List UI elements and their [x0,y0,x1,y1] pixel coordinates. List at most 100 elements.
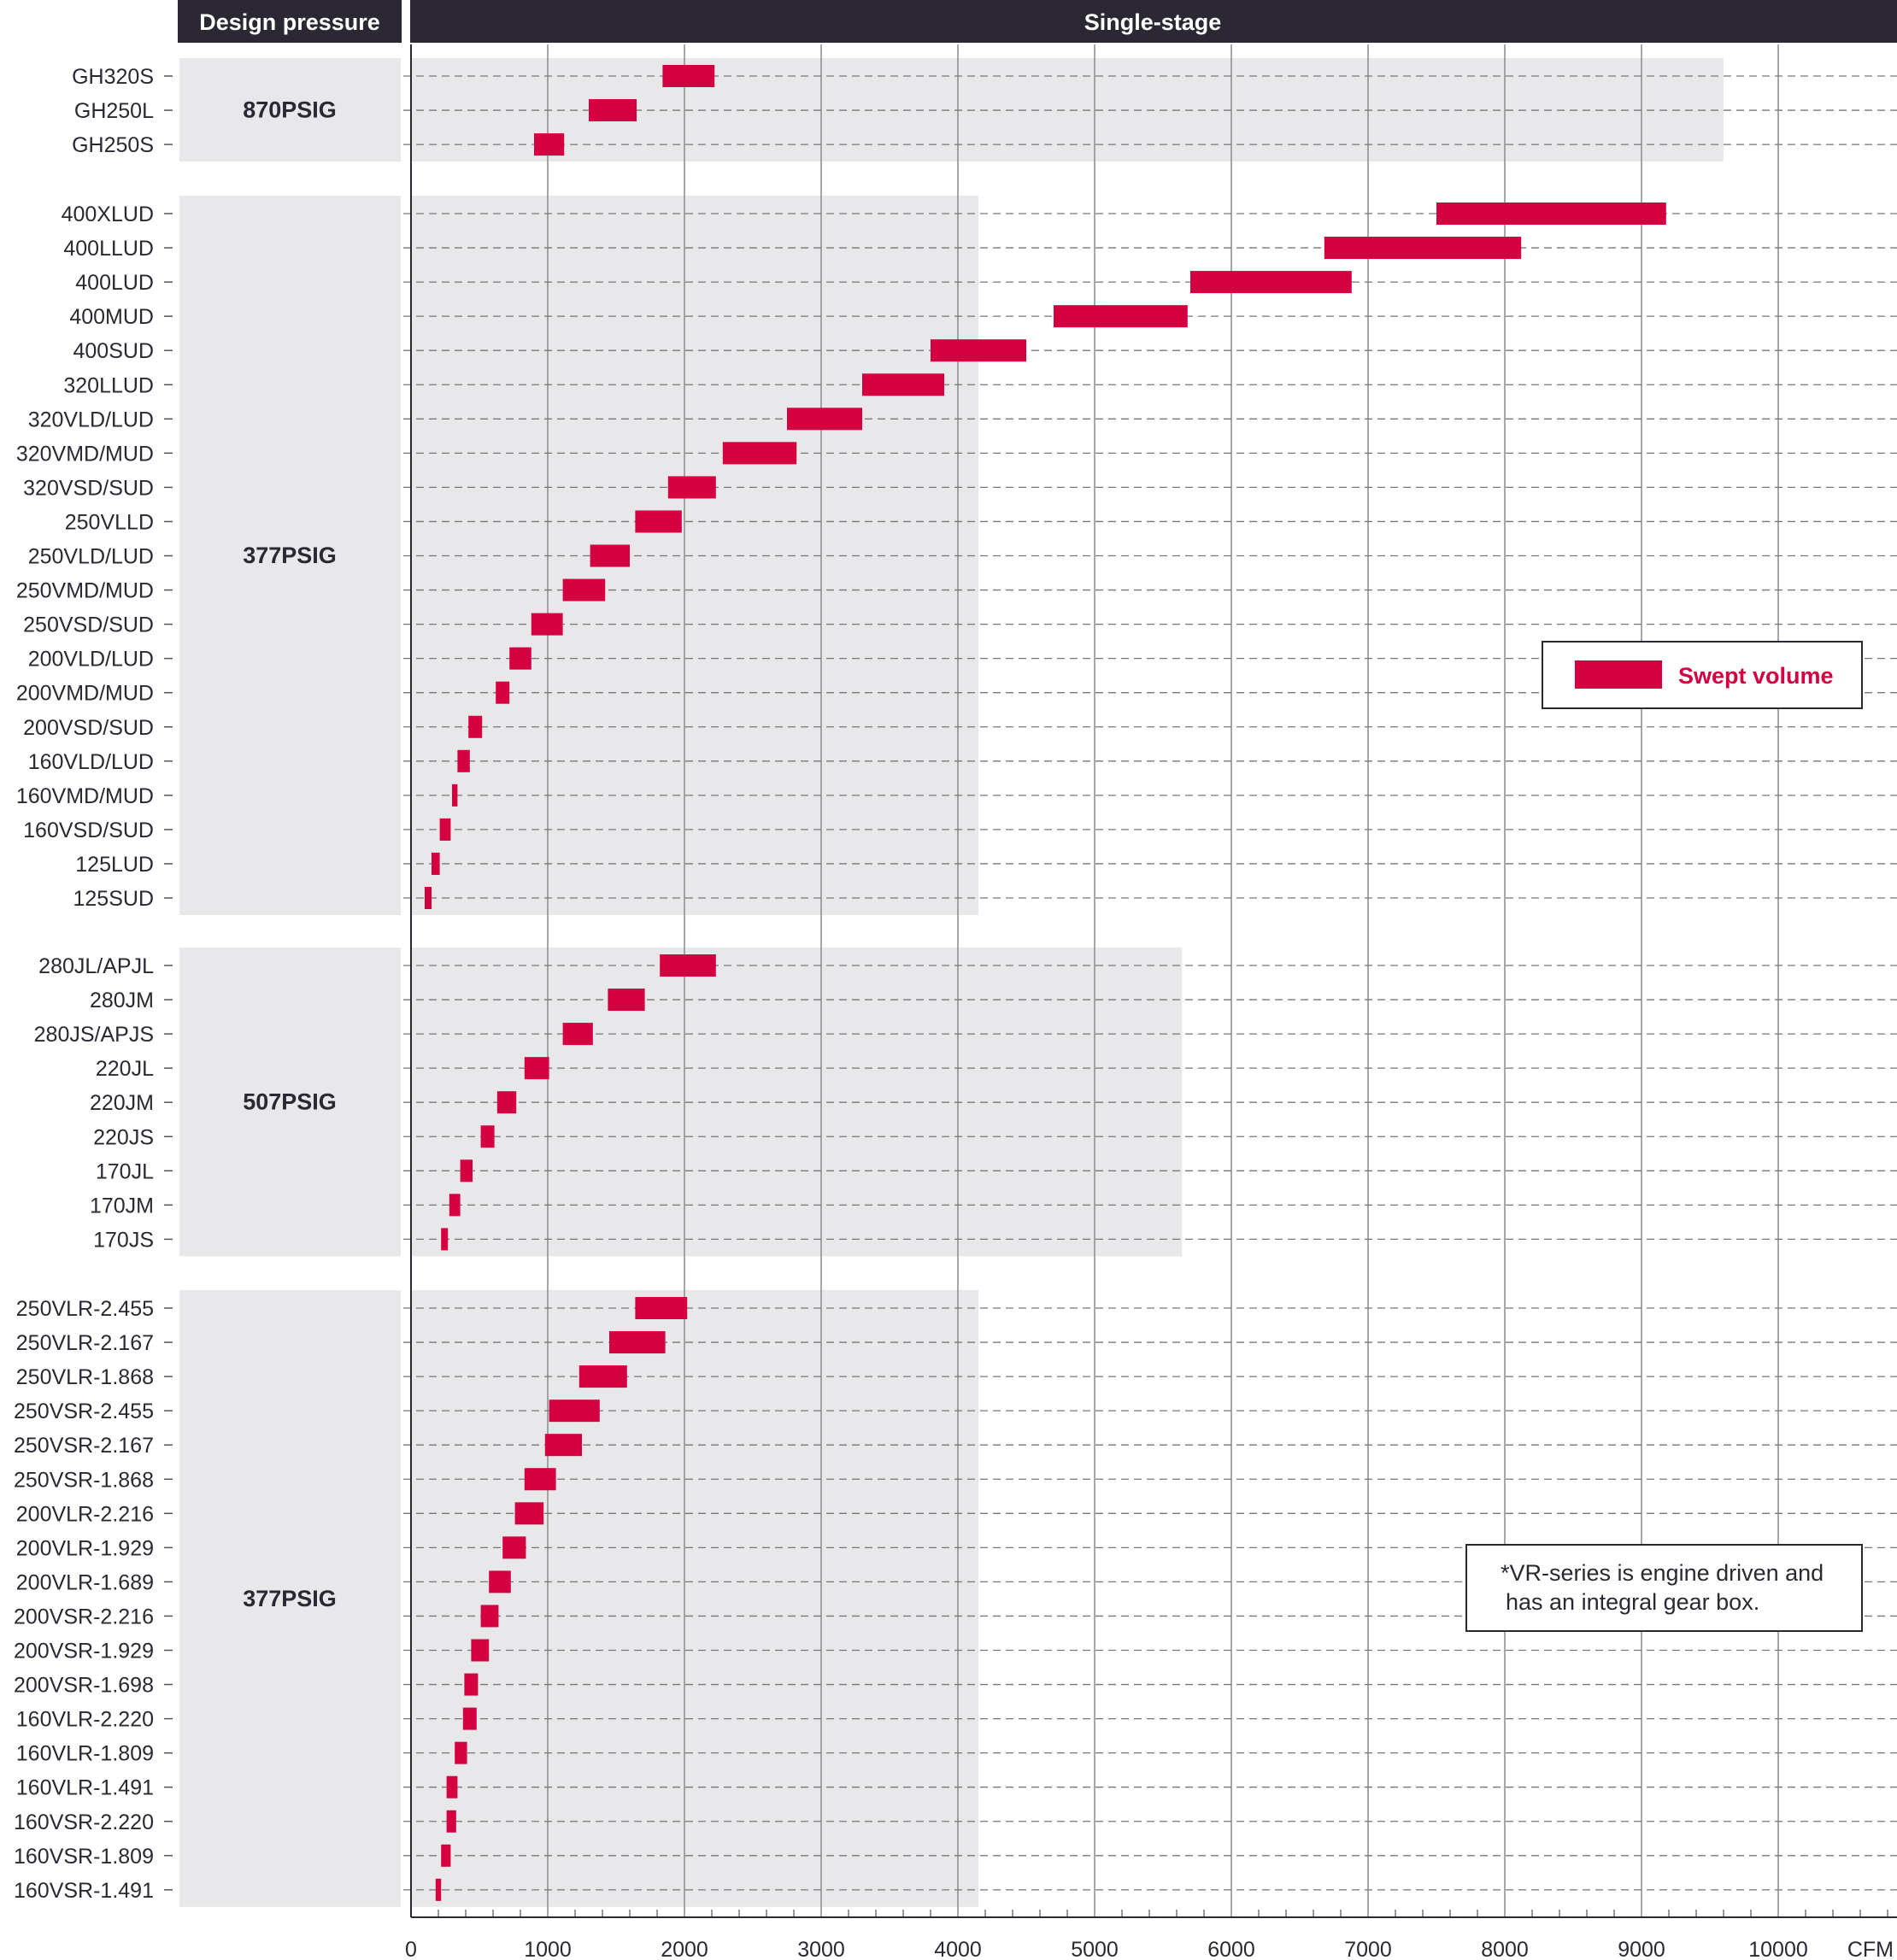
model-label: 160VSR-1.809 [14,1845,154,1869]
swept-volume-bar [457,749,470,772]
model-label: 280JM [90,989,154,1012]
header-left-title: Design pressure [199,9,380,35]
x-tick-label: 2000 [661,1938,708,1960]
model-label: 200VMD/MUD [16,682,154,706]
x-tick-label: 4000 [934,1938,982,1960]
swept-volume-bar [562,578,606,601]
model-label: 200VSR-2.216 [14,1605,154,1628]
swept-volume-bar [432,852,440,875]
model-label: 200VSR-1.698 [14,1674,154,1698]
swept-volume-bar [446,1810,456,1833]
note: *VR-series is engine driven and has an i… [1465,1544,1863,1632]
x-tick-label: 9000 [1618,1938,1665,1960]
pressure-band [179,196,401,915]
model-label: 160VLD/LUD [28,750,154,774]
model-label: 200VLD/LUD [28,648,154,672]
pressure-band [179,58,401,162]
model-label: 250VLR-2.167 [16,1331,154,1355]
swept-volume-bar [635,1297,688,1319]
swept-volume-bar [489,1570,511,1593]
note-line-2: has an integral gear box. [1506,1589,1759,1615]
swept-volume-bar [480,1125,495,1148]
model-label: 250VMD/MUD [16,579,154,603]
pressure-band [179,1290,401,1907]
row-guides [164,75,1897,1891]
model-label: 200VLR-2.216 [16,1502,154,1526]
swept-volume-bar [425,887,432,909]
x-tick-label: 0 [405,1938,417,1960]
model-label: 250VLR-2.455 [16,1297,154,1321]
model-label: 170JS [93,1228,154,1252]
x-axis-label: CFM [1847,1938,1894,1960]
model-label: 160VSD/SUD [23,819,154,842]
swept-volume-bar [667,476,716,499]
swept-volume-bar [544,1434,582,1457]
swept-volume-bar [931,339,1026,362]
model-label: 125SUD [73,887,155,911]
swept-volume-bar [441,1228,449,1251]
x-tick-label: 10000 [1748,1938,1808,1960]
model-label: 250VSR-1.868 [14,1468,154,1492]
legend: Swept volume [1542,641,1863,709]
swept-volume-bar [589,99,637,122]
swept-volume-bar [531,613,563,636]
model-label: 320VMD/MUD [16,442,154,466]
swept-volume-bar [1190,271,1352,294]
model-label: 170JM [90,1194,154,1218]
swept-volume-bar [862,373,944,396]
legend-label: Swept volume [1678,663,1834,689]
model-label: 280JL/APJL [38,954,154,978]
pressure-label: 507PSIG [243,1089,337,1115]
model-label: GH250L [74,99,154,123]
model-label: 320LLUD [63,373,154,397]
model-label: 320VSD/SUD [23,476,154,500]
swept-volume-bar [435,1878,442,1901]
model-label: 160VLR-1.809 [16,1742,154,1766]
swept-volume-bar [452,783,458,807]
x-tick-label: 7000 [1344,1938,1392,1960]
model-label: 250VLR-1.868 [16,1365,154,1389]
model-label: 200VLR-1.689 [16,1570,154,1594]
model-label: 250VSR-2.167 [14,1434,154,1458]
swept-volume-bar [609,1331,666,1354]
swept-volume-bar [635,510,682,533]
x-axis: 0 1000 2000 3000 4000 5000 6000 7000 8000 9000 100… [405,44,1897,1960]
model-label: 125LUD [75,853,154,877]
swept-volume-bar [787,408,862,431]
swept-volume-bar [608,989,645,1012]
model-label: 250VLLD [65,510,154,534]
model-label: 160VMD/MUD [16,784,154,808]
model-label: 400MUD [69,305,154,329]
swept-volume-bar [1054,305,1188,328]
swept-volume-bar [464,1673,479,1696]
model-label: 160VLR-2.220 [16,1708,154,1732]
swept-volume-bar [509,647,532,670]
swept-volume-bar [439,818,451,841]
plot-band [411,1290,978,1907]
swept-volume-bar [480,1605,499,1628]
swept-volume-bar [722,442,797,465]
pressure-band [179,948,401,1257]
swept-volume-bar [449,1194,461,1217]
model-label: 400XLUD [62,202,154,226]
header-left-bg [178,0,402,43]
note-box [1465,1544,1863,1632]
swept-volume-bar [460,1159,473,1182]
x-tick-label: 8000 [1481,1938,1529,1960]
model-label: GH320S [72,65,154,89]
swept-volume-bar [514,1502,544,1525]
swept-volume-bar [455,1741,467,1764]
swept-volume-bar [524,1468,556,1491]
note-line-1: *VR-series is engine driven and [1501,1560,1824,1586]
x-tick-label: 5000 [1071,1938,1119,1960]
swept-volume-bar [468,715,483,738]
swept-volume-bar [502,1536,526,1559]
swept-volume-bar [1436,202,1666,225]
x-tick-label: 1000 [524,1938,572,1960]
bars [425,65,1666,1901]
pressure-label: 377PSIG [243,543,337,568]
model-label: GH250S [72,133,154,157]
model-label: 220JM [90,1091,154,1115]
pressure-label: 870PSIG [243,97,337,123]
x-tick-label: 6000 [1207,1938,1255,1960]
